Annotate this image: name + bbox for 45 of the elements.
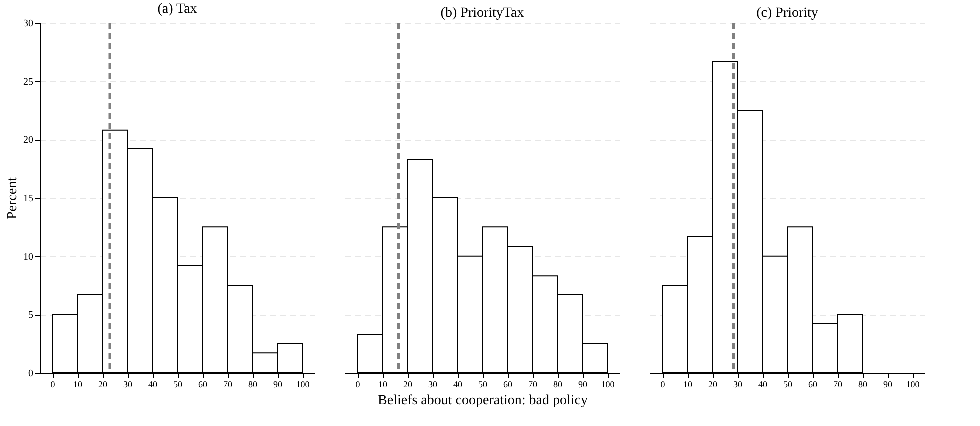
x-tick-label: 0 [660, 380, 666, 390]
x-tick-label: 30 [428, 380, 438, 390]
x-tick-label: 60 [198, 380, 208, 390]
x-tick-label: 90 [578, 380, 588, 390]
x-tick-label: 30 [124, 380, 133, 390]
x-tick-label: 20 [708, 380, 718, 390]
x-tick-label: 60 [808, 380, 818, 390]
x-tick-label: 70 [834, 380, 843, 390]
x-tick-label: 40 [454, 380, 463, 390]
x-tick-label: 70 [528, 380, 538, 390]
chart-title: (b) PriorityTax [440, 6, 524, 21]
y-tick-label: 25 [24, 76, 34, 88]
chart-title: (a) Tax [158, 2, 198, 17]
x-tick-label: 40 [148, 380, 158, 390]
x-tick-label: 100 [906, 380, 920, 390]
x-tick-label: 60 [504, 380, 513, 390]
x-axis-title: Beliefs about cooperation: bad policy [378, 394, 588, 408]
x-tick-label: 80 [554, 380, 563, 390]
x-tick-label: 0 [50, 380, 56, 390]
y-axis-title: Percent [6, 177, 20, 220]
x-tick-label: 40 [758, 380, 768, 390]
y-tick-label: 30 [24, 18, 34, 30]
x-tick-label: 80 [248, 380, 258, 390]
y-tick-label: 5 [28, 310, 34, 322]
x-tick-label: 10 [684, 380, 693, 390]
y-tick-label: 20 [24, 135, 34, 146]
x-tick-label: 30 [734, 380, 743, 390]
x-tick-label: 100 [296, 380, 310, 390]
x-tick-label: 10 [74, 380, 83, 390]
chart-title: (c) Priority [756, 6, 818, 21]
x-tick-label: 10 [378, 380, 388, 390]
y-tick-label: 15 [24, 194, 34, 204]
y-tick-label: 0 [28, 368, 34, 380]
x-tick-label: 20 [98, 380, 108, 390]
x-tick-label: 50 [174, 380, 183, 390]
x-tick-label: 50 [478, 380, 488, 390]
x-tick-label: 80 [858, 380, 868, 390]
x-tick-label: 20 [404, 380, 413, 390]
x-tick-label: 70 [224, 380, 233, 390]
x-tick-label: 0 [356, 380, 361, 390]
y-tick-label: 10 [24, 252, 34, 263]
x-tick-label: 90 [884, 380, 893, 390]
x-tick-label: 90 [274, 380, 283, 390]
x-tick-label: 100 [601, 380, 616, 390]
x-tick-label: 50 [784, 380, 793, 390]
